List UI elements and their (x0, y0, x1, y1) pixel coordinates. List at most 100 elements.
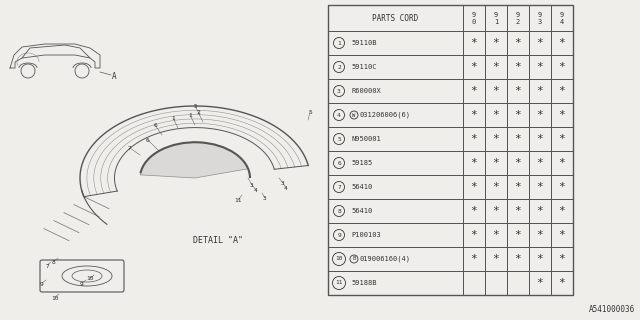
Bar (328, 79, 463, 103)
Text: 019006160(4): 019006160(4) (360, 256, 411, 262)
Text: 3: 3 (250, 182, 254, 188)
Text: *: * (493, 110, 499, 120)
Text: *: * (536, 182, 543, 192)
Text: 3: 3 (281, 180, 285, 186)
Text: 11: 11 (335, 281, 343, 285)
Text: 10: 10 (51, 295, 59, 300)
Bar (551, 127, 573, 151)
Text: A541000036: A541000036 (589, 305, 635, 314)
Bar (463, 5, 485, 31)
Bar (507, 199, 529, 223)
Text: *: * (559, 38, 565, 48)
Text: *: * (536, 254, 543, 264)
Text: *: * (470, 38, 477, 48)
Bar (485, 55, 507, 79)
Text: *: * (559, 110, 565, 120)
Text: B: B (353, 257, 356, 261)
Text: *: * (515, 206, 522, 216)
Text: 7: 7 (337, 185, 341, 189)
Text: *: * (515, 38, 522, 48)
Text: *: * (559, 278, 565, 288)
Text: R60000X: R60000X (351, 88, 381, 94)
Bar (551, 199, 573, 223)
Text: 6: 6 (146, 138, 150, 142)
Bar (551, 55, 573, 79)
Bar (463, 55, 485, 79)
Bar (328, 103, 463, 127)
Text: *: * (493, 38, 499, 48)
Text: *: * (470, 110, 477, 120)
Text: *: * (470, 182, 477, 192)
Bar (529, 5, 551, 31)
Text: 9
4: 9 4 (560, 12, 564, 25)
Bar (328, 5, 573, 295)
Bar (463, 31, 485, 55)
Text: W: W (353, 113, 356, 117)
Bar (463, 127, 485, 151)
Text: 4: 4 (337, 113, 341, 117)
Text: *: * (559, 86, 565, 96)
Bar (551, 151, 573, 175)
Text: 59110B: 59110B (351, 40, 376, 46)
Text: 9: 9 (337, 233, 341, 237)
Bar (463, 199, 485, 223)
Bar (507, 175, 529, 199)
Text: 9
2: 9 2 (516, 12, 520, 25)
Bar (463, 271, 485, 295)
Text: *: * (536, 86, 543, 96)
Text: *: * (470, 62, 477, 72)
Text: 9: 9 (40, 282, 44, 286)
Text: *: * (515, 230, 522, 240)
Text: 3: 3 (263, 196, 267, 201)
Bar (507, 31, 529, 55)
Bar (485, 79, 507, 103)
Text: *: * (493, 86, 499, 96)
Text: *: * (493, 206, 499, 216)
Text: *: * (515, 62, 522, 72)
Text: *: * (536, 278, 543, 288)
Text: *: * (559, 230, 565, 240)
Text: *: * (493, 158, 499, 168)
Text: 59110C: 59110C (351, 64, 376, 70)
Text: 9
1: 9 1 (494, 12, 498, 25)
Text: 11: 11 (234, 197, 242, 203)
Text: 59188B: 59188B (351, 280, 376, 286)
Bar (328, 223, 463, 247)
Bar (328, 271, 463, 295)
Bar (551, 31, 573, 55)
Text: *: * (536, 62, 543, 72)
Text: 8: 8 (337, 209, 341, 213)
Bar (529, 151, 551, 175)
Bar (485, 31, 507, 55)
Bar (529, 223, 551, 247)
Text: 1: 1 (188, 113, 192, 117)
Bar (328, 175, 463, 199)
Bar (463, 175, 485, 199)
Text: *: * (559, 254, 565, 264)
Bar (507, 223, 529, 247)
Bar (529, 271, 551, 295)
Text: 9
3: 9 3 (538, 12, 542, 25)
Text: 4: 4 (254, 188, 258, 193)
Text: *: * (515, 86, 522, 96)
Text: 4: 4 (284, 186, 288, 190)
Bar (485, 247, 507, 271)
Bar (507, 55, 529, 79)
Bar (485, 151, 507, 175)
Bar (529, 79, 551, 103)
Text: 9: 9 (80, 282, 84, 286)
Bar (551, 247, 573, 271)
Bar (328, 199, 463, 223)
Bar (485, 103, 507, 127)
Text: *: * (559, 206, 565, 216)
Text: P100103: P100103 (351, 232, 381, 238)
Bar (529, 103, 551, 127)
Bar (507, 247, 529, 271)
Text: *: * (559, 62, 565, 72)
Bar (507, 271, 529, 295)
Text: *: * (536, 158, 543, 168)
Text: *: * (470, 206, 477, 216)
Bar (551, 103, 573, 127)
Text: 2: 2 (337, 65, 341, 69)
Bar (485, 199, 507, 223)
